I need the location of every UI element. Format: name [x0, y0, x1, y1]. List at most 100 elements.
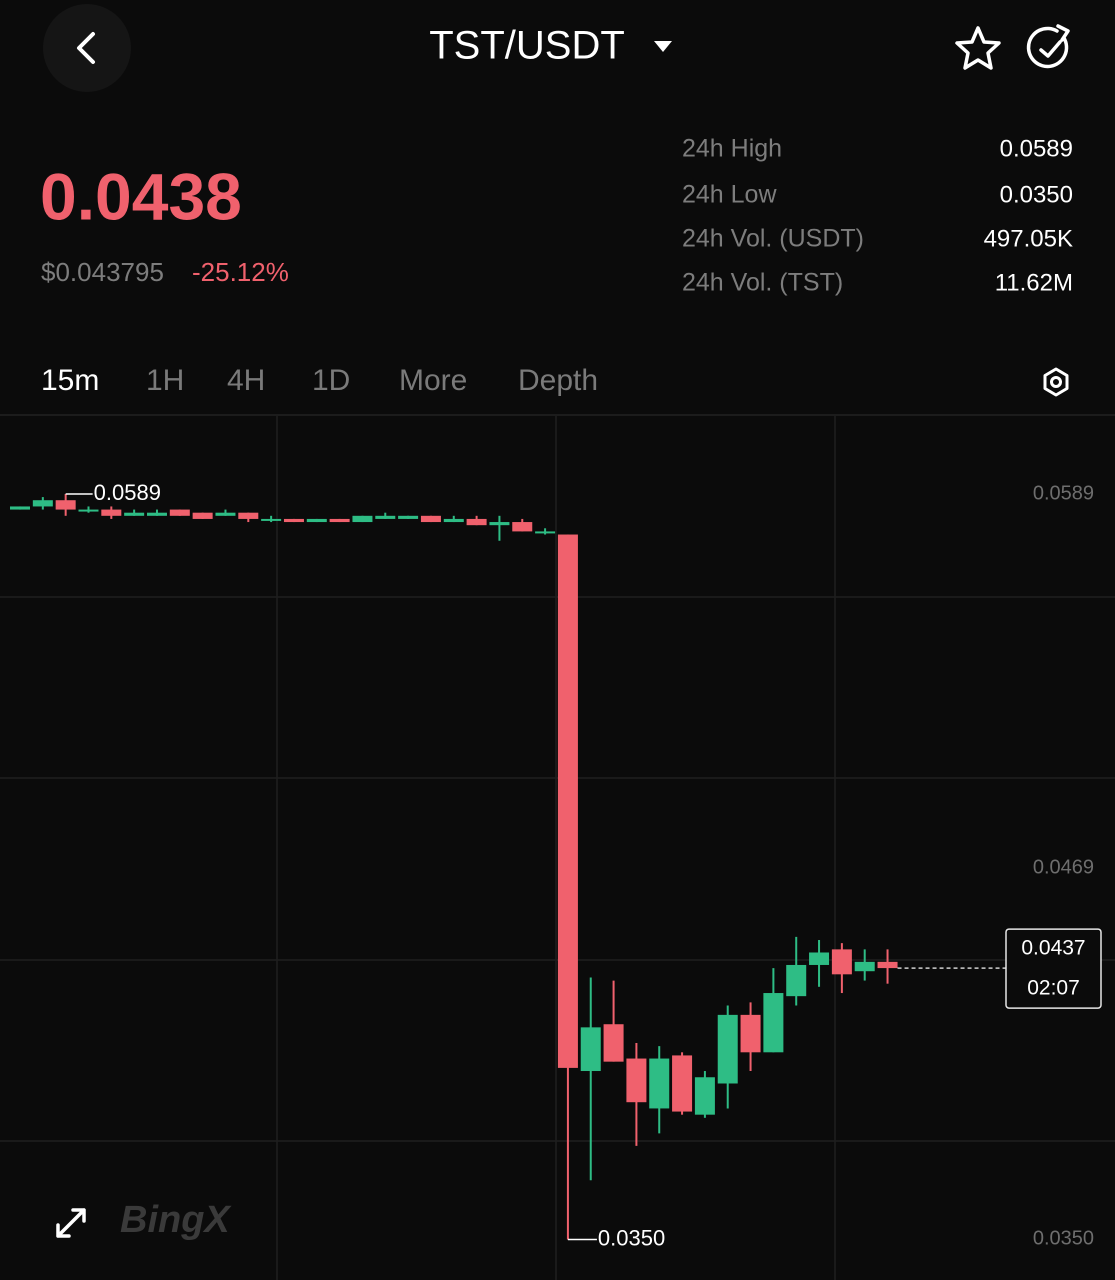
candle-body: [877, 961, 898, 969]
more-tab[interactable]: More: [399, 364, 467, 397]
candle-body: [375, 515, 396, 519]
countdown-label: 02:07: [1027, 977, 1080, 1000]
candle: [352, 515, 373, 523]
candle-body: [78, 509, 99, 512]
candle-body: [672, 1055, 693, 1112]
candle: [672, 1052, 693, 1115]
y-tick-label: 0.0350: [1033, 1228, 1094, 1250]
settings-dot: [1050, 376, 1062, 388]
refresh-arc: [1026, 26, 1069, 69]
refresh-check: [1039, 40, 1062, 58]
min-marker-label: 0.0350: [598, 1225, 665, 1250]
candle-body: [101, 509, 122, 516]
candle-body: [32, 500, 53, 507]
candle-body: [352, 515, 373, 523]
candle: [854, 949, 875, 981]
candle: [580, 977, 601, 1181]
candle: [512, 518, 533, 532]
y-tick-label: 0.0469: [1033, 857, 1094, 879]
candle: [763, 968, 784, 1053]
candle: [192, 512, 213, 519]
favorite-star[interactable]: [955, 26, 1001, 70]
candle: [786, 936, 807, 1006]
candle: [169, 509, 190, 516]
candle: [375, 512, 396, 519]
candle-body: [512, 522, 533, 532]
interval-tab[interactable]: 1D: [312, 364, 350, 397]
candle: [10, 506, 30, 510]
candle-body: [10, 506, 30, 510]
candle-body: [283, 518, 304, 523]
candle: [101, 506, 122, 519]
candle-body: [809, 952, 830, 965]
candle: [489, 515, 510, 541]
back-button[interactable]: [43, 4, 131, 92]
candle-body: [215, 512, 236, 516]
interval-tab[interactable]: 4H: [227, 364, 265, 397]
candle-body: [466, 518, 487, 526]
expand-arrows: [56, 1208, 86, 1238]
candle-body: [603, 1024, 624, 1062]
pair-dropdown[interactable]: [654, 41, 672, 52]
pair-title[interactable]: TST/USDT: [429, 24, 625, 68]
candle: [420, 515, 441, 523]
candle-body: [192, 512, 213, 519]
candle: [443, 515, 464, 523]
expand-icon[interactable]: [56, 1208, 86, 1238]
candle: [831, 943, 852, 994]
stat-value: 0.0350: [1000, 181, 1073, 208]
chart-grid: [0, 416, 1115, 1280]
candle: [626, 1042, 647, 1146]
candle-body: [238, 512, 259, 519]
candle-body: [717, 1014, 738, 1084]
back-icon: [77, 32, 95, 64]
candle: [466, 515, 487, 526]
candle-body: [261, 518, 282, 521]
stat-label: 24h Low: [682, 181, 777, 209]
back-button-bg: [43, 4, 131, 92]
interval-tab[interactable]: 1H: [146, 364, 184, 397]
watermark: BingX: [120, 1199, 232, 1241]
candle-body: [124, 512, 145, 516]
candle: [261, 515, 282, 523]
candle: [215, 509, 236, 516]
candle-body: [831, 949, 852, 975]
usd-price: $0.043795: [41, 257, 164, 287]
candle: [877, 949, 898, 984]
stat-label: 24h Vol. (USDT): [682, 225, 864, 253]
candle: [535, 528, 556, 535]
candle: [238, 512, 259, 523]
candle: [146, 509, 167, 516]
candle: [740, 1002, 761, 1072]
candle: [78, 506, 99, 513]
candle-body: [420, 515, 441, 523]
depth-tab[interactable]: Depth: [518, 364, 598, 397]
refresh-icon[interactable]: [1026, 24, 1070, 69]
candle: [809, 940, 830, 987]
candle-body: [398, 515, 419, 519]
candle: [329, 518, 350, 523]
stat-value: 497.05K: [984, 225, 1073, 252]
candle-body: [489, 522, 510, 526]
candle-body: [854, 961, 875, 972]
candle: [306, 518, 327, 523]
candle-body: [649, 1058, 670, 1109]
candle: [603, 980, 624, 1062]
candle-body: [694, 1077, 715, 1115]
candle-body: [329, 518, 350, 523]
candle: [717, 1005, 738, 1109]
stat-label: 24h Vol. (TST): [682, 269, 843, 297]
candle-body: [169, 509, 190, 516]
candle: [124, 509, 145, 516]
interval-tab[interactable]: 15m: [41, 364, 99, 397]
candle: [55, 493, 76, 516]
candle-body: [557, 534, 578, 1068]
last-price: 0.0438: [40, 159, 242, 233]
chart-settings[interactable]: [1043, 367, 1069, 397]
max-marker-label: 0.0589: [94, 480, 161, 505]
candle-body: [55, 500, 76, 510]
candle-body: [443, 518, 464, 523]
refresh-arrow: [1056, 24, 1070, 42]
stat-label: 24h High: [682, 135, 782, 163]
